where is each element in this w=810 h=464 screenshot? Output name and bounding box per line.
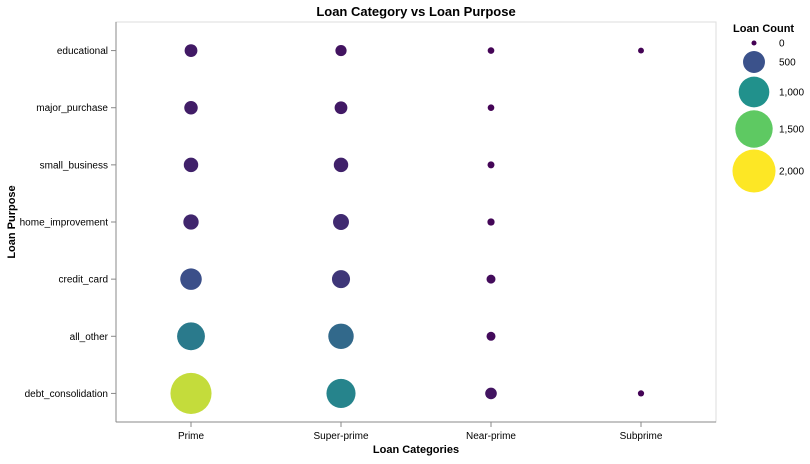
- bubble-prime-home-improvement: [183, 214, 199, 230]
- legend-symbol-500: [743, 51, 765, 73]
- legend-label-1-000: 1,000: [779, 88, 804, 99]
- x-axis-title: Loan Categories: [373, 444, 459, 456]
- legend-label-1-500: 1,500: [779, 125, 804, 136]
- legend-label-500: 500: [779, 58, 796, 69]
- bubble-near-prime-home-improvement: [487, 218, 495, 226]
- bubble-prime-debt-consolidation: [170, 372, 212, 414]
- bubble-prime-credit-card: [180, 268, 202, 290]
- chart-title: Loan Category vs Loan Purpose: [316, 4, 515, 19]
- bubble-prime-all-other: [177, 322, 205, 351]
- legend-symbol-2-000: [732, 149, 776, 193]
- bubble-near-prime-debt-consolidation: [485, 387, 497, 400]
- y-tick-label-small-business: small_business: [40, 160, 108, 171]
- y-tick-label-educational: educational: [57, 46, 108, 57]
- bubble-subprime-educational: [638, 47, 644, 54]
- y-tick-label-home-improvement: home_improvement: [20, 218, 109, 229]
- legend-label-2-000: 2,000: [779, 167, 804, 178]
- y-tick-label-credit-card: credit_card: [59, 275, 108, 286]
- bubble-near-prime-credit-card: [486, 274, 496, 284]
- legend-symbol-0: [751, 40, 757, 46]
- bubble-near-prime-educational: [487, 47, 495, 54]
- legend-symbol-1-500: [735, 110, 773, 148]
- y-tick-label-major-purchase: major_purchase: [36, 103, 108, 114]
- bubble-near-prime-major-purchase: [487, 104, 495, 112]
- bubble-prime-educational: [184, 44, 198, 57]
- bubble-super-prime-credit-card: [331, 270, 351, 289]
- y-axis: educational major_purchase small_businessh…: [20, 22, 117, 422]
- y-axis-title: Loan Purpose: [6, 185, 18, 258]
- x-tick-label-subprime: Subprime: [620, 431, 663, 442]
- y-tick-label-debt-consolidation: debt_consolidation: [25, 389, 108, 400]
- legend-symbol-1-000: [738, 76, 770, 108]
- x-tick-label-near-prime: Near-prime: [466, 431, 516, 442]
- y-tick-label-all-other: all_other: [70, 332, 109, 343]
- bubble-super-prime-debt-consolidation: [326, 378, 356, 408]
- bubble-super-prime-educational: [335, 44, 347, 57]
- bubble-near-prime-all-other: [486, 331, 496, 341]
- bubble-prime-major-purchase: [184, 100, 198, 115]
- bubble-super-prime-major-purchase: [334, 101, 348, 115]
- bubble-prime-small-business: [183, 157, 199, 173]
- bubble-super-prime-small-business: [333, 157, 349, 173]
- bubble-subprime-debt-consolidation: [637, 390, 645, 397]
- legend-items: 0 500 1,000 1,500 2,000: [732, 39, 804, 193]
- bubble-near-prime-small-business: [487, 161, 495, 169]
- bubble-super-prime-all-other: [328, 323, 354, 350]
- bubble-super-prime-home-improvement: [333, 214, 349, 230]
- x-tick-label-prime: Prime: [178, 431, 205, 442]
- plot-frame: [115, 21, 717, 423]
- bubbles: [170, 44, 645, 414]
- x-tick-label-super-prime: Super-prime: [313, 431, 368, 442]
- legend-title: Loan Count: [733, 23, 794, 35]
- legend: Loan Count 0 500 1,000 1,500 2,000: [732, 23, 804, 193]
- x-axis: Prime Super-prime Near-prime Subprime: [116, 421, 716, 442]
- legend-label-0: 0: [779, 39, 785, 50]
